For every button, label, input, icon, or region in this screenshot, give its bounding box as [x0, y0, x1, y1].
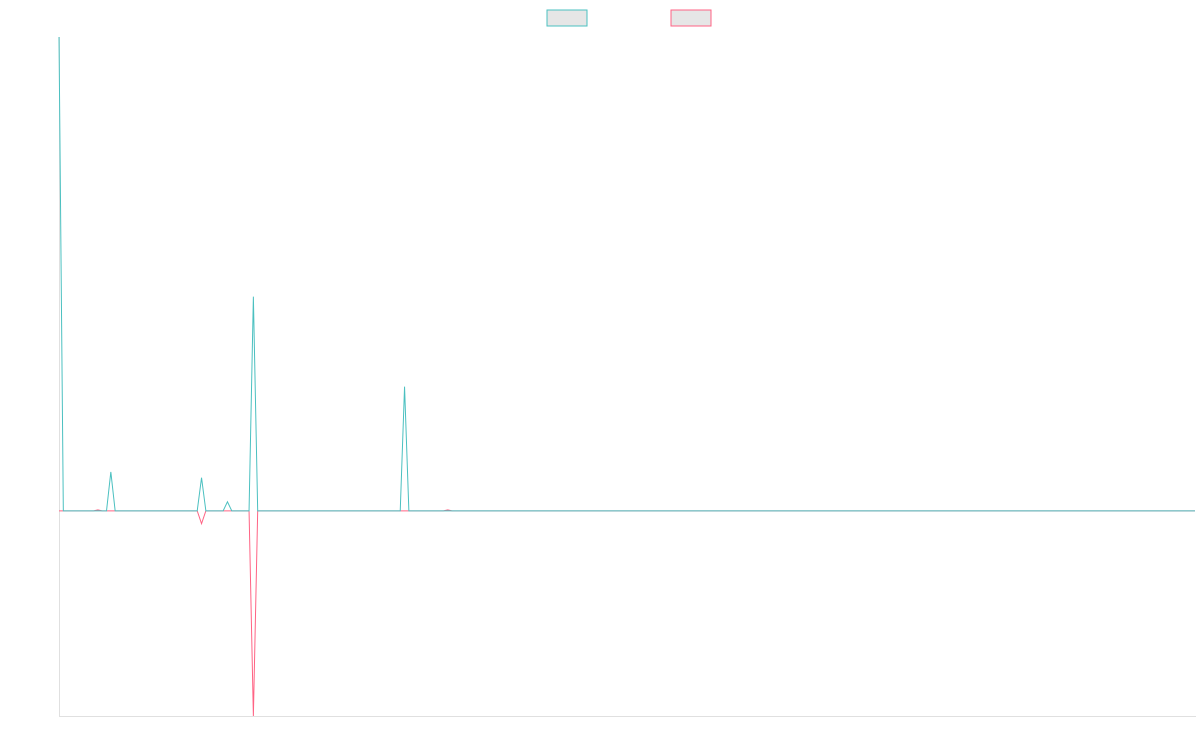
- legend-swatch: [670, 9, 712, 27]
- series-line: [58, 36, 1195, 512]
- series-line: [59, 509, 1195, 717]
- legend-swatch: [546, 9, 588, 27]
